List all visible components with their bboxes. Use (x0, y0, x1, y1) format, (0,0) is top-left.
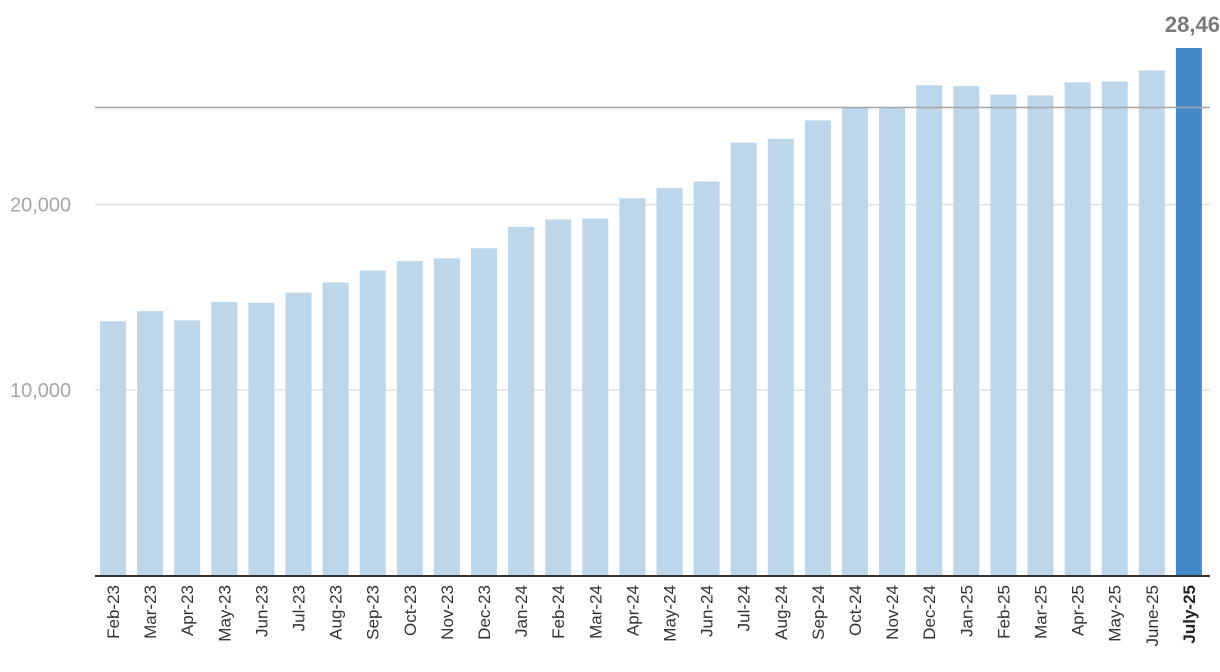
x-tick-label: Feb-24 (549, 585, 568, 639)
bar (1138, 70, 1165, 576)
x-tick-label: July-25 (1180, 585, 1199, 644)
x-tick-label: Mar-23 (141, 585, 160, 639)
x-tick-label: May-24 (661, 585, 680, 642)
bar (433, 258, 460, 575)
bar (990, 94, 1017, 576)
bar (508, 226, 535, 575)
bar (619, 198, 646, 576)
bar (137, 311, 164, 575)
bar (916, 85, 943, 575)
x-tick-label: Mar-25 (1032, 585, 1051, 639)
bar (285, 292, 312, 575)
x-tick-label: Sep-24 (809, 585, 828, 640)
bar (545, 219, 572, 576)
bar (322, 282, 349, 575)
x-tick-label: Dec-24 (920, 585, 939, 640)
bar (100, 321, 126, 575)
x-tick-label: Jun-23 (252, 585, 271, 637)
bar (730, 142, 757, 575)
x-tick-label: Jan-25 (957, 585, 976, 637)
x-tick-label: Dec-23 (475, 585, 494, 640)
bar (248, 302, 275, 575)
bar (656, 187, 683, 575)
bar (842, 107, 868, 575)
bar (953, 86, 980, 575)
x-tick-label: Nov-23 (438, 585, 457, 640)
bar (174, 320, 201, 575)
x-tick-label: Jul-23 (290, 585, 309, 631)
bar (693, 181, 720, 575)
bar (767, 138, 794, 575)
x-tick-label: May-23 (215, 585, 234, 642)
x-tick-label: Oct-24 (846, 585, 865, 636)
x-tick-label: Aug-24 (772, 585, 791, 640)
bar (1101, 81, 1128, 575)
x-tick-label: Oct-23 (401, 585, 420, 636)
bar (582, 218, 609, 575)
x-tick-label: Apr-25 (1069, 585, 1088, 636)
x-tick-label: Nov-24 (883, 585, 902, 640)
bar (396, 261, 423, 575)
x-tick-label: Mar-24 (586, 585, 605, 639)
x-tick-label: Feb-23 (104, 585, 123, 639)
bar-highlight (1175, 48, 1202, 575)
x-tick-label: Jan-24 (512, 585, 531, 637)
bar (359, 270, 386, 575)
bar (1064, 82, 1091, 576)
bar (804, 120, 831, 576)
x-tick-label: Apr-24 (623, 585, 642, 636)
bar (471, 248, 497, 575)
y-tick-label: 20,000 (10, 195, 71, 217)
x-tick-label: June-25 (1143, 585, 1162, 646)
bar (879, 107, 906, 575)
x-tick-label: Apr-23 (178, 585, 197, 636)
x-tick-label: Sep-23 (364, 585, 383, 640)
x-tick-label: Feb-25 (994, 585, 1013, 639)
bar (1027, 95, 1054, 575)
x-tick-label: May-25 (1106, 585, 1125, 642)
bar (211, 301, 238, 575)
x-tick-label: Aug-23 (327, 585, 346, 640)
y-tick-label: 10,000 (10, 380, 71, 402)
x-tick-label: Jun-24 (698, 585, 717, 637)
data-label-highlight: 28,46 (1165, 12, 1220, 37)
x-tick-label: Jul-24 (735, 585, 754, 631)
